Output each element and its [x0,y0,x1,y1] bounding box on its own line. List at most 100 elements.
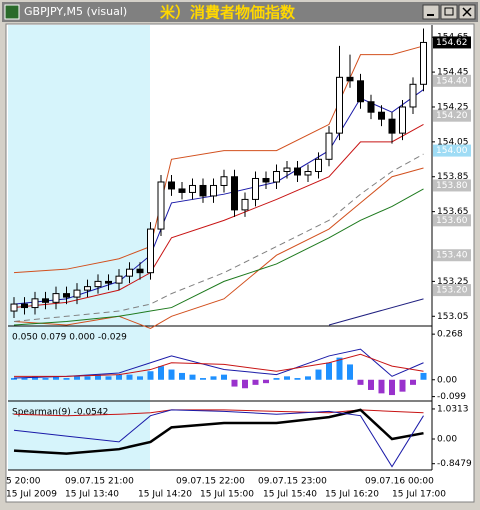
histogram-bar [11,378,17,380]
histogram-bar [326,362,332,380]
histogram-bar [210,376,217,380]
price-label-box [433,249,471,262]
histogram-bar [221,374,227,380]
candle-body [178,188,186,193]
minimize-button[interactable] [422,4,440,20]
histogram-bar [252,379,259,385]
indicator-line [14,353,424,377]
window-title: GBPJPY,M5 (visual) [24,5,127,18]
y-tick-label: -0.099 [437,392,466,402]
candle-body [84,286,91,291]
y-tick-label: 153.65 [437,207,469,217]
price-label: 154.62 [436,38,468,48]
y-tick-label: 1.0313 [437,404,469,414]
histogram-bar [399,379,406,392]
candle-body [294,167,301,176]
candle-body [315,158,322,173]
maximize-button[interactable] [440,4,458,20]
price-label: 154.40 [436,76,468,86]
shaded-region [8,25,150,470]
price-label-box [433,284,471,297]
y-tick-label: -0.8479 [437,459,472,469]
histogram-bar [284,376,290,380]
y-tick-label: 154.25 [437,102,469,112]
price-label: 153.60 [436,216,468,226]
price-label-box [433,214,471,227]
title-bar [2,2,478,22]
time-label: 09.07.16 00:00 [365,477,434,487]
candle-body [399,106,406,134]
candle-body [52,293,60,303]
candle-body [10,303,18,312]
candle-body [378,111,385,120]
histogram-bar [189,374,196,380]
histogram-bar [105,376,112,380]
time-label: 15 Jul 15:40 [263,490,317,500]
candle-body [304,171,312,176]
histogram-bar [158,366,164,380]
indicator-line [13,167,424,330]
indicator-line [13,408,424,455]
time-label: 15 Jul 2009 [6,490,57,500]
histogram-bar [368,379,374,390]
candle-body [231,176,238,211]
price-label: 154.00 [436,146,468,156]
histogram-bar [74,376,80,380]
candle-body [63,293,70,298]
histogram-bar [357,379,364,385]
indicator-line [13,409,424,417]
time-label: 15 Jul 17:00 [392,490,446,500]
y-tick-label: 0.268 [437,330,463,340]
indicator-label: 0.050 0.079 0.000 -0.029 [12,333,127,343]
close-button[interactable] [458,4,476,20]
time-label: 15 Jul 13:40 [65,490,119,500]
candle-body [273,171,280,183]
y-tick-label: 153.85 [437,172,469,182]
histogram-bar [315,369,322,380]
time-label: 09.07.15 23:00 [258,477,327,487]
histogram-bar [42,378,49,380]
annotation: 米）消費者物価指数 [160,4,296,22]
histogram-bar [168,369,175,380]
candle-body [357,80,364,103]
histogram-bar [179,372,185,380]
candle-body [126,268,133,277]
price-label: 153.40 [436,251,468,261]
y-tick-label: 0.00 [437,375,457,385]
candle-body [210,184,217,197]
candle-body [388,118,396,134]
histogram-bar [21,378,28,380]
histogram-bar [137,376,143,380]
price-label: 154.20 [436,111,468,121]
candle-body [42,298,49,303]
y-tick-label: 154.45 [437,68,469,78]
indicator-line [328,298,424,326]
histogram-bar [116,374,122,380]
histogram-bar [95,374,101,380]
candle-body [283,167,291,173]
price-label: 153.80 [436,181,468,191]
candle-body [325,132,333,160]
y-tick-label: 154.05 [437,137,469,147]
histogram-bar [410,379,416,385]
histogram-bar [242,379,248,389]
candle-body [189,184,196,193]
time-label: 15 Jul 16:20 [325,490,379,500]
histogram-bar [200,378,206,380]
candle-body [262,177,270,183]
histogram-bar [84,376,91,380]
y-tick-label: 153.25 [437,277,469,287]
indicator-line [13,409,424,468]
candle-body [409,83,417,108]
indicator-label: Spearman(9) -0.0542 [12,408,108,418]
y-tick-label: 153.05 [437,312,469,322]
histogram-bar [63,378,70,380]
candle-body [346,76,354,82]
price-label: 153.20 [436,286,468,296]
price-label-box [433,36,471,49]
candle-body [367,101,375,113]
histogram-bar [231,379,238,387]
price-label-box [433,144,471,157]
histogram-bar [336,357,343,380]
